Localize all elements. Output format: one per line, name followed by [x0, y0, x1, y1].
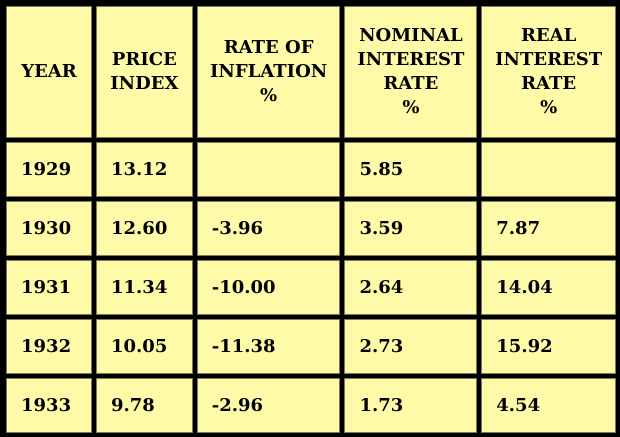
header-year: YEAR: [6, 6, 92, 138]
table-row: 1931 11.34 -10.00 2.64 14.04: [6, 260, 616, 315]
header-row: YEAR PRICE INDEX RATE OF INFLATION % NOM…: [6, 6, 616, 138]
header-inflation-line: RATE OF: [223, 37, 314, 58]
cell-real-interest-rate: 4.54: [481, 378, 616, 433]
header-rate-of-inflation: RATE OF INFLATION %: [196, 6, 341, 138]
header-inflation-line: INFLATION: [209, 61, 328, 82]
header-real-interest-rate: REAL INTEREST RATE %: [481, 6, 616, 138]
cell-year: 1932: [6, 319, 92, 374]
cell-nominal-interest-rate: 3.59: [344, 201, 478, 256]
header-real-line: %: [540, 97, 558, 118]
table-row: 1929 13.12 5.85: [6, 142, 616, 197]
header-nominal-interest-rate: NOMINAL INTEREST RATE %: [344, 6, 478, 138]
cell-rate-of-inflation: -3.96: [196, 201, 341, 256]
cell-price-index: 11.34: [95, 260, 193, 315]
header-price-index-line: PRICE: [111, 49, 177, 70]
cell-nominal-interest-rate: 2.64: [344, 260, 478, 315]
cell-real-interest-rate: 14.04: [481, 260, 616, 315]
cell-year: 1930: [6, 201, 92, 256]
table-row: 1932 10.05 -11.38 2.73 15.92: [6, 319, 616, 374]
header-price-index: PRICE INDEX: [95, 6, 193, 138]
table-row: 1933 9.78 -2.96 1.73 4.54: [6, 378, 616, 433]
header-price-index-line: INDEX: [110, 73, 179, 94]
cell-rate-of-inflation: [196, 142, 341, 197]
header-nominal-line: INTEREST: [357, 49, 465, 70]
header-real-line: RATE: [521, 73, 577, 94]
cell-rate-of-inflation: -11.38: [196, 319, 341, 374]
table-row: 1930 12.60 -3.96 3.59 7.87: [6, 201, 616, 256]
cell-real-interest-rate: [481, 142, 616, 197]
cell-year: 1929: [6, 142, 92, 197]
header-nominal-line: NOMINAL: [359, 25, 463, 46]
cell-real-interest-rate: 15.92: [481, 319, 616, 374]
cell-nominal-interest-rate: 2.73: [344, 319, 478, 374]
cell-nominal-interest-rate: 1.73: [344, 378, 478, 433]
cell-price-index: 9.78: [95, 378, 193, 433]
cell-year: 1931: [6, 260, 92, 315]
cell-rate-of-inflation: -2.96: [196, 378, 341, 433]
cell-real-interest-rate: 7.87: [481, 201, 616, 256]
header-year-line: YEAR: [21, 61, 77, 82]
cell-nominal-interest-rate: 5.85: [344, 142, 478, 197]
header-real-line: INTEREST: [495, 49, 603, 70]
cell-price-index: 10.05: [95, 319, 193, 374]
cell-price-index: 13.12: [95, 142, 193, 197]
header-inflation-line: %: [260, 85, 278, 106]
header-nominal-line: %: [402, 97, 420, 118]
header-real-line: REAL: [520, 25, 577, 46]
cell-rate-of-inflation: -10.00: [196, 260, 341, 315]
header-nominal-line: RATE: [383, 73, 439, 94]
cell-year: 1933: [6, 378, 92, 433]
cell-price-index: 12.60: [95, 201, 193, 256]
